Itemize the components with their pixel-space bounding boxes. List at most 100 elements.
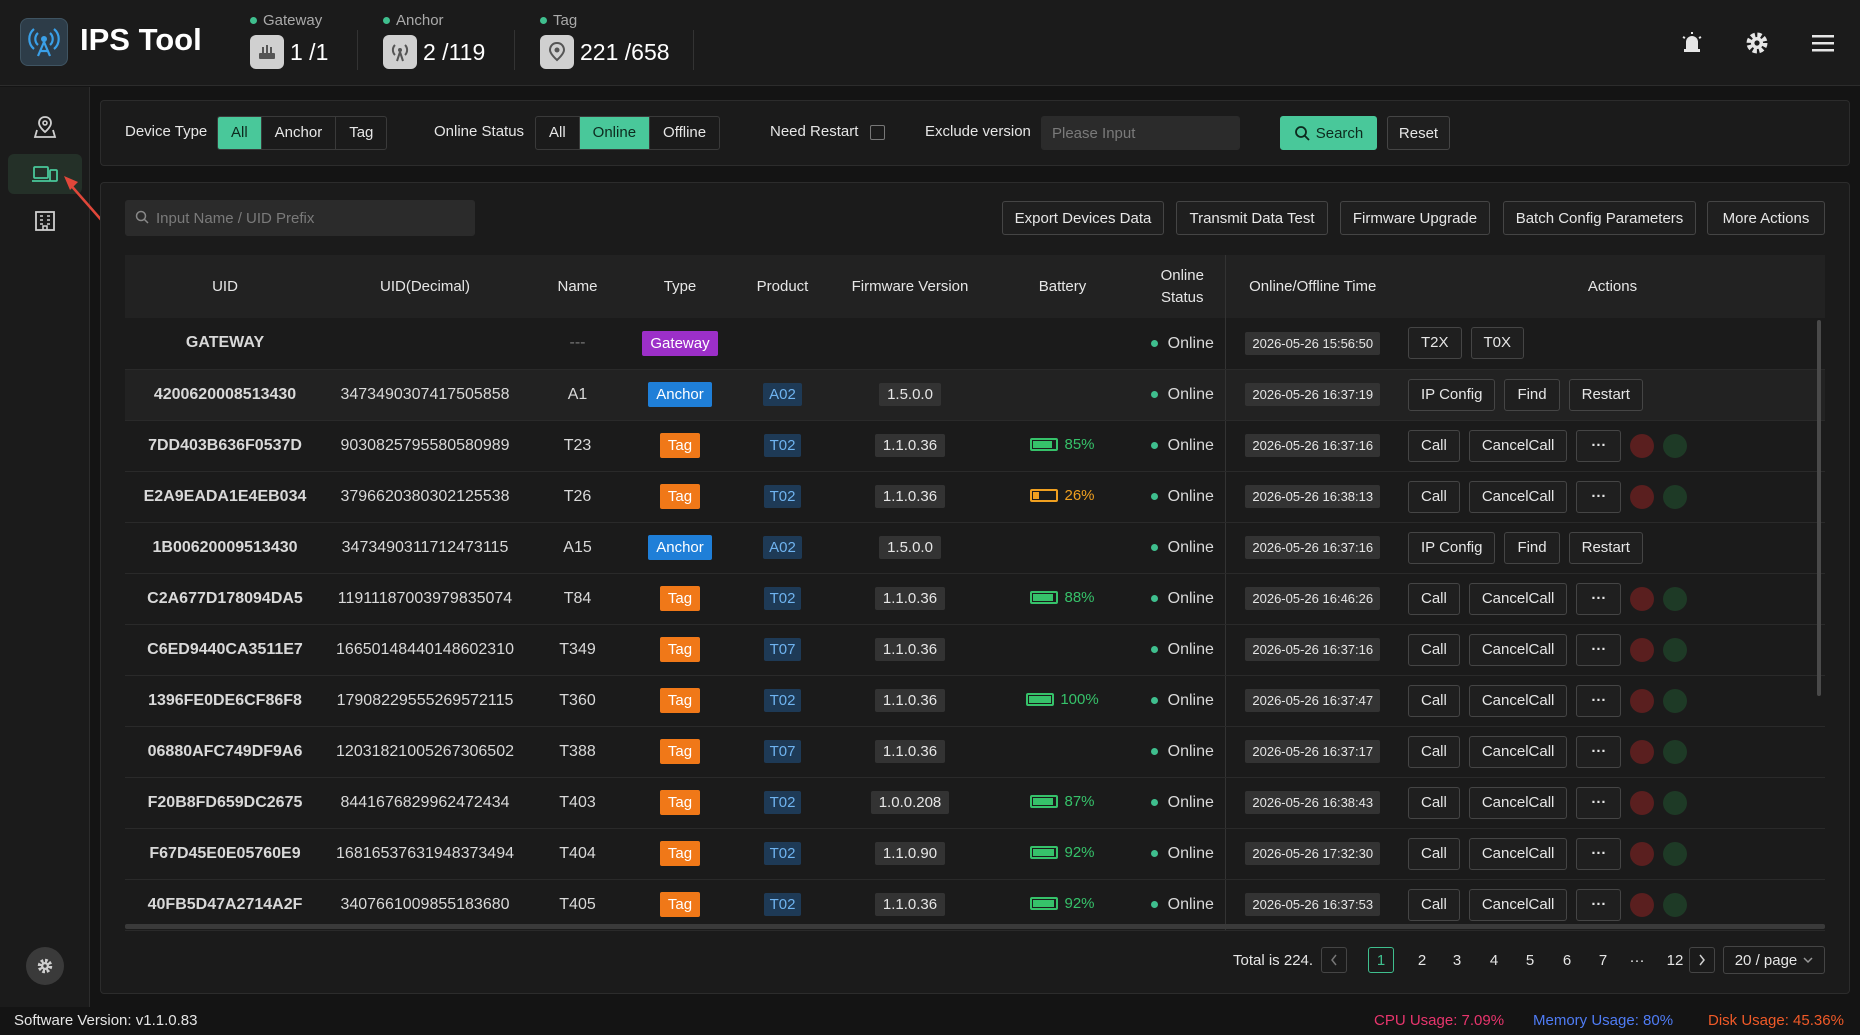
device-type-all[interactable]: All bbox=[218, 117, 262, 149]
table-row[interactable]: C6ED9440CA3511E7 16650148440148602310 T349… bbox=[125, 624, 1825, 676]
green-indicator-icon[interactable] bbox=[1663, 484, 1688, 509]
more-options-button[interactable]: ··· bbox=[1576, 735, 1622, 768]
cancelcall-button[interactable]: CancelCall bbox=[1468, 735, 1568, 768]
page-button[interactable]: 7 bbox=[1598, 951, 1608, 969]
column-header[interactable]: Firmware Version bbox=[835, 255, 985, 318]
column-header[interactable]: Battery bbox=[985, 255, 1140, 318]
menu-icon[interactable] bbox=[1808, 28, 1838, 58]
settings-gear-icon[interactable] bbox=[26, 947, 64, 985]
search-button[interactable]: Search bbox=[1280, 116, 1377, 150]
vertical-scrollbar[interactable] bbox=[1817, 320, 1821, 696]
alarm-icon[interactable] bbox=[1677, 28, 1707, 58]
red-indicator-icon[interactable] bbox=[1630, 484, 1655, 509]
more-options-button[interactable]: ··· bbox=[1576, 480, 1622, 513]
call-button[interactable]: Call bbox=[1408, 582, 1460, 615]
page-button[interactable]: 1 bbox=[1368, 947, 1394, 973]
t0x-button[interactable]: T0X bbox=[1470, 327, 1525, 360]
call-button[interactable]: Call bbox=[1408, 888, 1460, 921]
online-status-offline[interactable]: Offline bbox=[663, 124, 707, 141]
call-button[interactable]: Call bbox=[1408, 786, 1460, 819]
device-type-anchor[interactable]: Anchor bbox=[262, 117, 337, 149]
transmit-data-test-button[interactable]: Transmit Data Test bbox=[1176, 201, 1328, 235]
more-options-button[interactable]: ··· bbox=[1576, 633, 1622, 666]
red-indicator-icon[interactable] bbox=[1630, 841, 1655, 866]
online-status-all[interactable]: All bbox=[536, 117, 580, 149]
name-uid-search-input[interactable] bbox=[125, 200, 475, 236]
device-type-tag[interactable]: Tag bbox=[349, 124, 374, 141]
map-location-icon[interactable] bbox=[8, 107, 82, 147]
page-button[interactable]: ··· bbox=[1629, 951, 1645, 969]
page-button[interactable]: 2 bbox=[1417, 951, 1427, 969]
column-header[interactable]: Name bbox=[525, 255, 630, 318]
table-row[interactable]: 1396FE0DE6CF86F8 17908229555269572115 T360… bbox=[125, 675, 1825, 727]
column-header[interactable]: UID bbox=[125, 255, 325, 318]
table-row[interactable]: GATEWAY --- Gateway Online 2026-05-26 15:56:… bbox=[125, 318, 1825, 370]
green-indicator-icon[interactable] bbox=[1663, 790, 1688, 815]
cancelcall-button[interactable]: CancelCall bbox=[1468, 633, 1568, 666]
devices-icon[interactable] bbox=[8, 154, 82, 194]
green-indicator-icon[interactable] bbox=[1663, 892, 1688, 917]
page-button[interactable]: 12 bbox=[1666, 951, 1684, 969]
call-button[interactable]: Call bbox=[1408, 735, 1460, 768]
next-page-button[interactable] bbox=[1689, 947, 1715, 973]
table-row[interactable]: 7DD403B636F0537D 9030825795580580989 T23 Ta… bbox=[125, 420, 1825, 472]
page-button[interactable]: 3 bbox=[1452, 951, 1462, 969]
red-indicator-icon[interactable] bbox=[1630, 739, 1655, 764]
page-button[interactable]: 4 bbox=[1489, 951, 1499, 969]
green-indicator-icon[interactable] bbox=[1663, 586, 1688, 611]
prev-page-button[interactable] bbox=[1321, 947, 1347, 973]
table-row[interactable]: 40FB5D47A2714A2F 3407661009855183680 T405 T… bbox=[125, 879, 1825, 931]
page-button[interactable]: 5 bbox=[1525, 951, 1535, 969]
reset-button[interactable]: Reset bbox=[1387, 116, 1450, 150]
batch-config-button[interactable]: Batch Config Parameters bbox=[1503, 201, 1696, 235]
table-row[interactable]: 06880AFC749DF9A6 12031821005267306502 T388… bbox=[125, 726, 1825, 778]
red-indicator-icon[interactable] bbox=[1630, 790, 1655, 815]
exclude-version-input[interactable] bbox=[1041, 116, 1240, 150]
table-row[interactable]: F67D45E0E05760E9 16816537631948373494 T404… bbox=[125, 828, 1825, 880]
call-button[interactable]: Call bbox=[1408, 684, 1460, 717]
column-header[interactable]: UID(Decimal) bbox=[325, 255, 525, 318]
red-indicator-icon[interactable] bbox=[1630, 892, 1655, 917]
call-button[interactable]: Call bbox=[1408, 429, 1460, 462]
horizontal-scrollbar[interactable] bbox=[125, 924, 1825, 929]
cancelcall-button[interactable]: CancelCall bbox=[1468, 582, 1568, 615]
more-options-button[interactable]: ··· bbox=[1576, 429, 1622, 462]
green-indicator-icon[interactable] bbox=[1663, 841, 1688, 866]
online-status-online[interactable]: Online bbox=[579, 117, 651, 149]
find-button[interactable]: Find bbox=[1504, 531, 1560, 564]
building-icon[interactable] bbox=[8, 201, 82, 241]
table-row[interactable]: 1B00620009513430 3473490311712473115 A15 An… bbox=[125, 522, 1825, 574]
table-row[interactable]: E2A9EADA1E4EB034 3796620380302125538 T26 Ta… bbox=[125, 471, 1825, 523]
column-header[interactable]: Online Status bbox=[1140, 255, 1226, 318]
more-options-button[interactable]: ··· bbox=[1576, 582, 1622, 615]
red-indicator-icon[interactable] bbox=[1630, 688, 1655, 713]
find-button[interactable]: Find bbox=[1504, 378, 1560, 411]
table-row[interactable]: F20B8FD659DC2675 8441676829962472434 T403 T… bbox=[125, 777, 1825, 829]
call-button[interactable]: Call bbox=[1408, 480, 1460, 513]
need-restart-checkbox[interactable] bbox=[870, 125, 885, 140]
red-indicator-icon[interactable] bbox=[1630, 637, 1655, 662]
red-indicator-icon[interactable] bbox=[1630, 433, 1655, 458]
more-actions-button[interactable]: More Actions bbox=[1707, 201, 1825, 235]
firmware-upgrade-button[interactable]: Firmware Upgrade bbox=[1340, 201, 1490, 235]
green-indicator-icon[interactable] bbox=[1663, 688, 1688, 713]
call-button[interactable]: Call bbox=[1408, 633, 1460, 666]
cancelcall-button[interactable]: CancelCall bbox=[1468, 480, 1568, 513]
page-size-select[interactable]: 20 / page bbox=[1723, 946, 1825, 974]
green-indicator-icon[interactable] bbox=[1663, 739, 1688, 764]
green-indicator-icon[interactable] bbox=[1663, 433, 1688, 458]
restart-button[interactable]: Restart bbox=[1568, 531, 1643, 564]
cancelcall-button[interactable]: CancelCall bbox=[1468, 786, 1568, 819]
more-options-button[interactable]: ··· bbox=[1576, 684, 1622, 717]
call-button[interactable]: Call bbox=[1408, 837, 1460, 870]
column-header[interactable]: Online/Offline Time bbox=[1225, 255, 1400, 318]
cancelcall-button[interactable]: CancelCall bbox=[1468, 888, 1568, 921]
more-options-button[interactable]: ··· bbox=[1576, 786, 1622, 819]
page-button[interactable]: 6 bbox=[1562, 951, 1572, 969]
red-indicator-icon[interactable] bbox=[1630, 586, 1655, 611]
column-header[interactable]: Type bbox=[630, 255, 730, 318]
more-options-button[interactable]: ··· bbox=[1576, 837, 1622, 870]
more-options-button[interactable]: ··· bbox=[1576, 888, 1622, 921]
column-header[interactable]: Product bbox=[730, 255, 835, 318]
export-devices-button[interactable]: Export Devices Data bbox=[1002, 201, 1164, 235]
